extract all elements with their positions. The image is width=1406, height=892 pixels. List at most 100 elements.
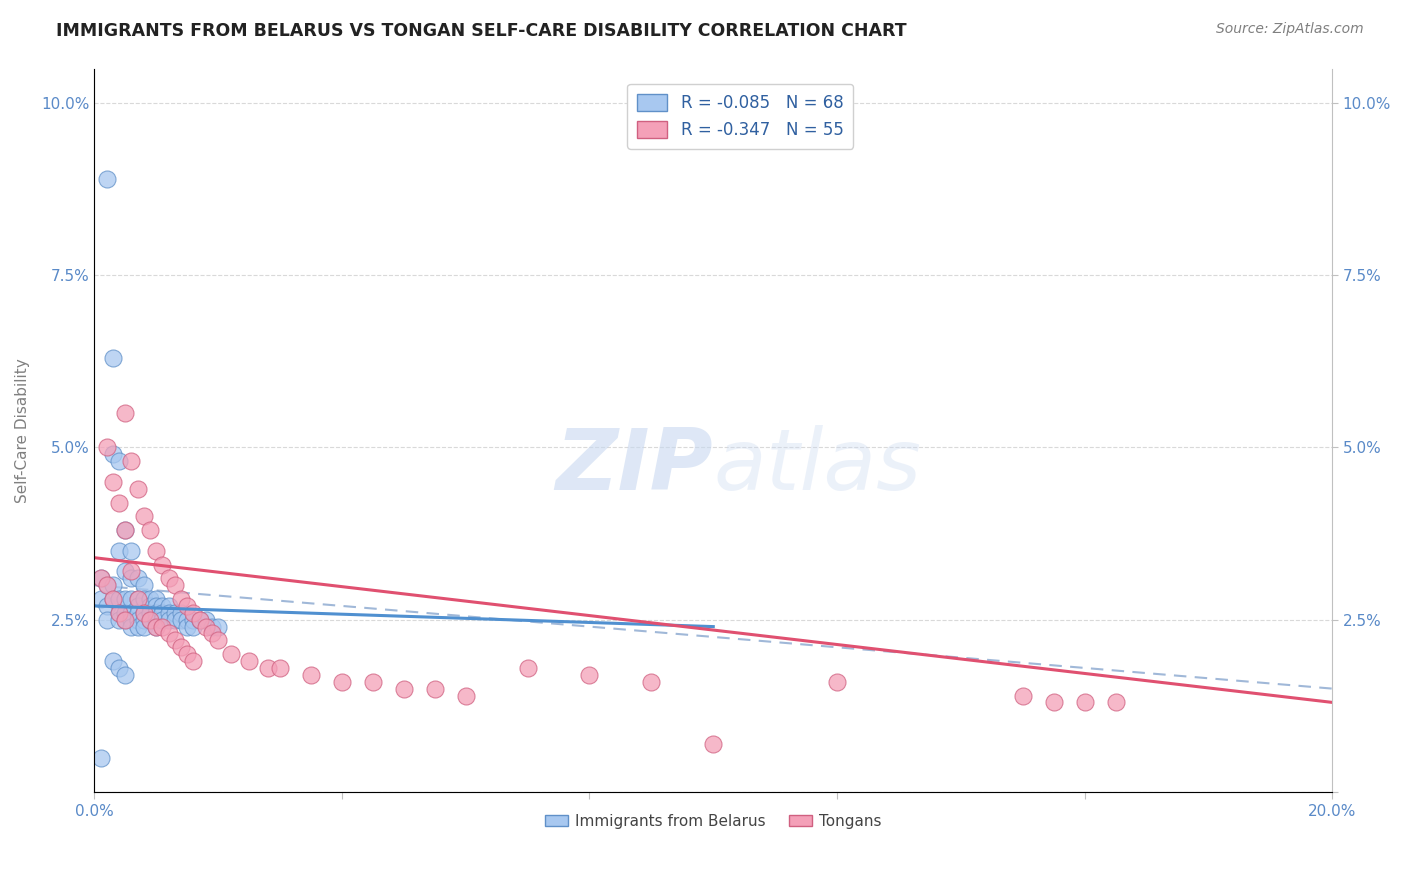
Point xyxy=(121,592,143,607)
Point xyxy=(108,495,131,509)
Point xyxy=(176,619,198,633)
Point xyxy=(201,619,224,633)
Point xyxy=(121,619,143,633)
Point xyxy=(157,606,180,620)
Point xyxy=(163,606,186,620)
Text: ZIP: ZIP xyxy=(555,425,713,508)
Point xyxy=(139,592,162,607)
Point xyxy=(114,523,136,537)
Point xyxy=(194,619,217,633)
Point xyxy=(145,619,167,633)
Point xyxy=(170,613,193,627)
Point xyxy=(163,633,186,648)
Point xyxy=(114,592,136,607)
Point xyxy=(121,565,143,579)
Point xyxy=(194,613,217,627)
Point xyxy=(152,619,174,633)
Point xyxy=(121,544,143,558)
Text: IMMIGRANTS FROM BELARUS VS TONGAN SELF-CARE DISABILITY CORRELATION CHART: IMMIGRANTS FROM BELARUS VS TONGAN SELF-C… xyxy=(56,22,907,40)
Point xyxy=(132,619,155,633)
Point xyxy=(108,661,131,675)
Point xyxy=(207,619,229,633)
Point xyxy=(90,571,112,585)
Point xyxy=(132,592,155,607)
Point xyxy=(127,592,149,607)
Point xyxy=(207,633,229,648)
Point xyxy=(139,606,162,620)
Point xyxy=(132,578,155,592)
Point xyxy=(127,571,149,585)
Point xyxy=(188,613,211,627)
Point xyxy=(108,454,131,468)
Point xyxy=(423,681,446,696)
Point xyxy=(132,606,155,620)
Point xyxy=(152,599,174,613)
Point xyxy=(114,606,136,620)
Point xyxy=(578,668,600,682)
Point xyxy=(219,647,242,661)
Point xyxy=(188,613,211,627)
Point xyxy=(127,482,149,496)
Point xyxy=(114,668,136,682)
Point xyxy=(101,578,124,592)
Point xyxy=(108,544,131,558)
Point xyxy=(145,544,167,558)
Point xyxy=(176,599,198,613)
Point xyxy=(108,613,131,627)
Point xyxy=(114,523,136,537)
Point xyxy=(157,626,180,640)
Point xyxy=(101,654,124,668)
Point xyxy=(361,674,384,689)
Point xyxy=(139,613,162,627)
Point xyxy=(114,613,136,627)
Point xyxy=(121,606,143,620)
Point xyxy=(299,668,322,682)
Point xyxy=(163,578,186,592)
Point xyxy=(127,613,149,627)
Point xyxy=(114,565,136,579)
Point xyxy=(183,619,205,633)
Point xyxy=(96,613,118,627)
Point xyxy=(108,606,131,620)
Point xyxy=(127,619,149,633)
Point xyxy=(702,737,724,751)
Point xyxy=(1011,689,1033,703)
Point xyxy=(101,592,124,607)
Point xyxy=(152,558,174,572)
Point xyxy=(96,578,118,592)
Point xyxy=(114,613,136,627)
Text: atlas: atlas xyxy=(713,425,921,508)
Point xyxy=(132,606,155,620)
Point xyxy=(157,571,180,585)
Point xyxy=(96,171,118,186)
Point xyxy=(145,599,167,613)
Legend: Immigrants from Belarus, Tongans: Immigrants from Belarus, Tongans xyxy=(538,808,889,835)
Point xyxy=(101,475,124,489)
Point xyxy=(152,613,174,627)
Point xyxy=(121,454,143,468)
Point xyxy=(157,613,180,627)
Point xyxy=(170,640,193,655)
Point xyxy=(170,592,193,607)
Point xyxy=(1073,695,1095,709)
Point xyxy=(108,592,131,607)
Point xyxy=(108,606,131,620)
Point xyxy=(114,406,136,420)
Point xyxy=(152,606,174,620)
Point xyxy=(176,613,198,627)
Point xyxy=(145,592,167,607)
Point xyxy=(145,613,167,627)
Point xyxy=(183,613,205,627)
Point xyxy=(145,619,167,633)
Point xyxy=(201,626,224,640)
Point xyxy=(90,571,112,585)
Point xyxy=(392,681,415,696)
Point xyxy=(96,599,118,613)
Point xyxy=(256,661,278,675)
Point xyxy=(90,592,112,607)
Y-axis label: Self-Care Disability: Self-Care Disability xyxy=(15,358,30,502)
Point xyxy=(183,606,205,620)
Text: Source: ZipAtlas.com: Source: ZipAtlas.com xyxy=(1216,22,1364,37)
Point xyxy=(121,613,143,627)
Point xyxy=(101,351,124,365)
